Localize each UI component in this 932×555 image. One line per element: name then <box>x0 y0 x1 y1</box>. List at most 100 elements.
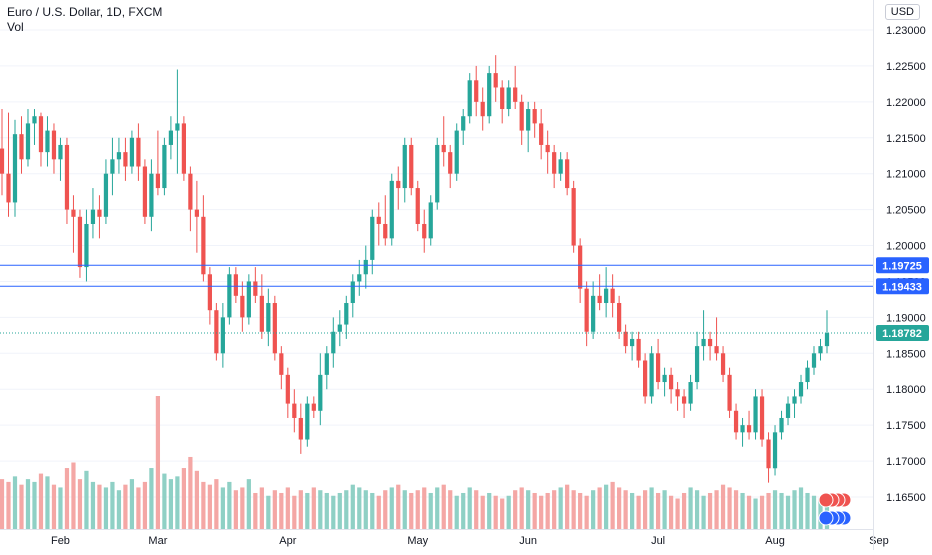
candle-body <box>636 338 641 361</box>
chart-legend: Euro / U.S. Dollar, 1D, FXCM Vol <box>7 5 162 35</box>
volume-bar <box>779 492 784 529</box>
volume-bar <box>552 490 557 529</box>
price-tick-label: 1.18500 <box>886 348 926 360</box>
volume-bar <box>136 487 141 529</box>
price-labels: 1.19725 1.19433 1.18782 <box>876 257 929 342</box>
volume-bar <box>389 487 394 529</box>
volume-bar <box>58 487 63 529</box>
horizontal-lines[interactable] <box>0 264 873 334</box>
volume-bar <box>441 484 446 529</box>
volume-bar <box>181 468 187 529</box>
candle-body <box>363 259 368 275</box>
price-tick-label: 1.16500 <box>886 492 926 504</box>
candle-body <box>103 173 109 217</box>
candle-body <box>662 374 667 383</box>
candle-body <box>720 353 726 375</box>
volume-bar <box>597 487 602 529</box>
volume-bar <box>129 479 135 529</box>
candle-body <box>240 295 245 318</box>
time-scale[interactable]: Feb Mar Apr May Jun Jul Aug Sep <box>51 535 889 547</box>
price-tick-label: 1.21500 <box>886 133 926 145</box>
volume-bar <box>12 476 18 529</box>
candles <box>0 55 830 483</box>
volume-bar <box>259 487 264 529</box>
candle-body <box>454 130 459 174</box>
candle-body <box>513 87 518 102</box>
candle-body <box>779 417 784 433</box>
volume-bar <box>279 492 284 529</box>
volume-bars <box>0 396 830 529</box>
price-tick-label: 1.20000 <box>886 241 926 253</box>
candle-body <box>649 353 654 397</box>
symbol-title[interactable]: Euro / U.S. Dollar, 1D, FXCM <box>7 5 163 19</box>
volume-bar <box>240 487 245 529</box>
volume-bar <box>720 484 726 529</box>
price-label-text: 1.19433 <box>882 281 922 293</box>
price-scale[interactable]: 1.23000 1.22500 1.22000 1.21500 1.21000 1.205… <box>886 25 926 504</box>
volume-bar <box>6 481 11 529</box>
volume-bar <box>655 492 661 529</box>
candle-body <box>584 288 589 332</box>
price-label-box <box>876 278 929 295</box>
currency-button[interactable]: USD <box>884 4 920 20</box>
volume-bar <box>740 492 745 529</box>
candle-body <box>772 432 778 469</box>
volume-bar <box>785 495 791 529</box>
candle-body <box>545 144 550 153</box>
candle-body <box>441 144 446 153</box>
candle-body <box>188 173 193 210</box>
candle-body <box>116 152 122 160</box>
candle-body <box>688 382 693 404</box>
time-tick-label: Sep <box>869 535 889 547</box>
price-tick-label: 1.18000 <box>886 384 926 396</box>
candle-body <box>155 173 161 189</box>
volume-bar <box>428 492 433 529</box>
volume-label[interactable]: Vol <box>7 20 24 34</box>
volume-bar <box>155 396 161 529</box>
candle-body <box>435 144 440 203</box>
candle-body <box>402 144 407 189</box>
volume-legend-icon <box>818 492 834 508</box>
volume-bar <box>376 495 381 529</box>
candle-body <box>84 223 89 268</box>
volume-bar <box>642 490 648 529</box>
volume-bar <box>149 468 154 529</box>
candle-body <box>6 173 11 203</box>
volume-bar <box>331 495 336 529</box>
volume-bar <box>90 481 96 529</box>
volume-bar <box>305 492 310 529</box>
candle-body <box>668 374 674 390</box>
volume-bar <box>207 484 212 529</box>
candle-body <box>500 87 505 110</box>
candle-body <box>246 281 251 318</box>
volume-bar <box>662 490 667 529</box>
candle-body <box>415 188 420 224</box>
candle-body <box>64 144 70 210</box>
candle-body <box>71 209 76 217</box>
candle-body <box>25 123 31 160</box>
candle-body <box>298 417 303 440</box>
volume-bar <box>25 479 31 529</box>
volume-bar <box>448 490 453 529</box>
price-tick-label: 1.17000 <box>886 456 926 468</box>
volume-bar <box>370 492 375 529</box>
volume-bar <box>811 495 817 529</box>
candle-body <box>623 331 628 347</box>
volume-bar <box>402 490 407 529</box>
candle-body <box>630 338 635 347</box>
volume-bar <box>727 487 732 529</box>
volume-bar <box>116 490 122 529</box>
volume-bar <box>565 484 570 529</box>
candle-body <box>259 295 264 332</box>
volume-bar <box>77 479 83 529</box>
candle-body <box>350 281 355 304</box>
time-scale-border <box>0 529 873 530</box>
time-tick-label: Aug <box>765 535 785 547</box>
candle-body <box>32 116 37 124</box>
candle-body <box>19 134 24 160</box>
volume-bar <box>759 495 765 529</box>
time-tick-label: Jun <box>519 535 537 547</box>
candle-body <box>201 216 206 275</box>
